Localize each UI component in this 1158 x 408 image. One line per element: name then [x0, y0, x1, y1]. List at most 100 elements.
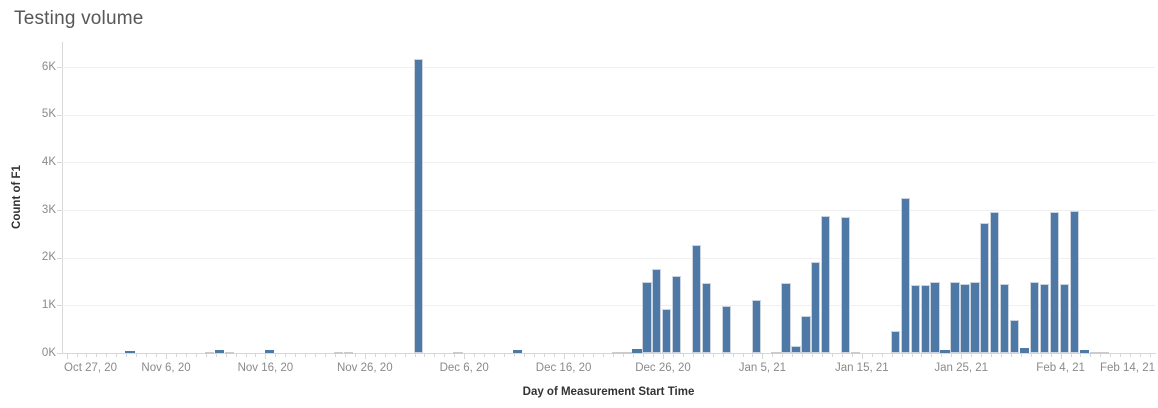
bar-2021-01-24[interactable] [950, 282, 960, 353]
y-axis-tick [57, 257, 62, 259]
bar-2021-01-28[interactable] [990, 212, 1000, 353]
bar-2021-02-08[interactable] [1099, 351, 1109, 354]
y-axis-tick [57, 114, 62, 116]
bar-2020-12-01[interactable] [413, 59, 423, 353]
bar-2021-01-18[interactable] [890, 330, 901, 353]
bar-2021-01-25[interactable] [960, 283, 970, 353]
x-axis-minor-tick [931, 354, 933, 357]
bar-2021-02-04[interactable] [1059, 283, 1069, 353]
bar-2020-12-05[interactable] [453, 351, 463, 354]
bar-2021-01-06[interactable] [771, 351, 781, 354]
gridline-4K [62, 162, 1155, 164]
bar-2021-01-08[interactable] [791, 345, 801, 353]
x-axis-major-tick [861, 354, 863, 359]
y-axis-tick [57, 162, 62, 164]
x-axis-minor-tick [921, 354, 923, 357]
x-axis-minor-tick [295, 354, 297, 357]
bar-2021-01-27[interactable] [980, 222, 990, 353]
bar-2021-02-02[interactable] [1039, 283, 1050, 353]
x-tick-label-Feb-14-21: Feb 14, 21 [1100, 362, 1155, 374]
x-axis-major-tick [1060, 354, 1062, 359]
bar-2021-01-09[interactable] [801, 315, 811, 353]
x-axis-minor-tick [513, 354, 515, 357]
x-axis-minor-tick [901, 354, 903, 357]
bar-2021-01-07[interactable] [781, 282, 791, 353]
x-axis-minor-tick [374, 354, 376, 357]
bar-2020-11-23[interactable] [334, 351, 344, 354]
bar-2021-01-26[interactable] [970, 281, 980, 353]
bar-2020-11-10[interactable] [204, 351, 215, 354]
bar-2021-01-19[interactable] [900, 198, 910, 353]
x-axis-minor-tick [1050, 354, 1052, 357]
bar-2020-11-11[interactable] [214, 350, 225, 353]
x-axis-minor-tick [414, 354, 416, 357]
bar-2021-01-30[interactable] [1010, 319, 1020, 353]
x-axis-minor-tick [195, 354, 197, 357]
bar-2020-12-24[interactable] [642, 281, 652, 353]
bar-2020-11-16[interactable] [264, 349, 274, 353]
bar-2020-12-26[interactable] [662, 308, 672, 353]
x-axis-minor-tick [1130, 354, 1132, 357]
bar-2020-12-29[interactable] [691, 244, 702, 353]
bar-2021-01-11[interactable] [821, 215, 831, 353]
bar-2021-01-20[interactable] [910, 284, 920, 353]
x-axis-minor-tick [474, 354, 476, 357]
x-axis-minor-tick [235, 354, 237, 357]
bar-2020-12-30[interactable] [701, 282, 712, 353]
bar-2020-12-27[interactable] [672, 275, 682, 353]
bar-2021-02-06[interactable] [1079, 350, 1089, 353]
bar-2021-01-14[interactable] [850, 351, 861, 354]
x-axis-minor-tick [951, 354, 953, 357]
x-axis-minor-tick [782, 354, 784, 357]
bar-2021-01-22[interactable] [930, 282, 940, 353]
x-axis-minor-tick [633, 354, 635, 357]
x-axis-minor-tick [424, 354, 426, 357]
x-axis-minor-tick [1070, 354, 1072, 357]
bar-2020-11-12[interactable] [224, 351, 235, 354]
bar-2020-12-25[interactable] [652, 269, 662, 353]
x-axis-minor-tick [394, 354, 396, 357]
bar-2021-02-05[interactable] [1069, 210, 1079, 353]
x-axis-minor-tick [185, 354, 187, 357]
bar-2021-01-10[interactable] [811, 262, 821, 353]
x-axis-minor-tick [523, 354, 525, 357]
bar-2021-01-01[interactable] [721, 305, 732, 353]
x-axis-minor-tick [583, 354, 585, 357]
x-axis-minor-tick [911, 354, 913, 357]
bar-2021-02-07[interactable] [1089, 351, 1099, 354]
bar-2021-01-23[interactable] [940, 350, 950, 353]
bar-2020-11-24[interactable] [344, 351, 354, 354]
x-axis-minor-tick [494, 354, 496, 357]
x-axis-major-tick [464, 354, 466, 359]
x-axis-minor-tick [543, 354, 545, 357]
x-axis-minor-tick [1080, 354, 1082, 357]
bar-2021-01-29[interactable] [1000, 283, 1010, 353]
x-axis-minor-tick [712, 354, 714, 357]
bar-2020-12-11[interactable] [513, 350, 523, 353]
x-axis-major-tick [961, 354, 963, 359]
x-axis-minor-tick [553, 354, 555, 357]
x-axis-major-tick [364, 354, 366, 359]
bar-2021-01-31[interactable] [1019, 348, 1030, 353]
x-axis-minor-tick [802, 354, 804, 357]
y-axis-tick [57, 305, 62, 307]
x-axis-minor-tick [613, 354, 615, 357]
bar-2020-12-23[interactable] [632, 349, 642, 353]
bar-2021-02-03[interactable] [1049, 211, 1060, 353]
bar-2021-01-13[interactable] [841, 217, 851, 353]
gridline-3K [62, 210, 1155, 211]
x-axis-minor-tick [205, 354, 207, 357]
x-axis-minor-tick [404, 354, 406, 357]
bar-2021-02-01[interactable] [1029, 281, 1040, 353]
x-tick-label-Jan-15-21: Jan 15, 21 [834, 362, 889, 374]
bar-2020-11-02[interactable] [125, 350, 135, 353]
bar-2020-12-21[interactable] [612, 351, 622, 354]
bar-2021-01-04[interactable] [751, 300, 761, 353]
gridline-6K [62, 67, 1155, 68]
bar-2020-12-22[interactable] [622, 351, 632, 354]
x-axis-minor-tick [344, 354, 346, 357]
x-axis-minor-tick [812, 354, 814, 357]
x-axis-minor-tick [841, 354, 843, 357]
bar-2021-01-21[interactable] [920, 284, 930, 353]
